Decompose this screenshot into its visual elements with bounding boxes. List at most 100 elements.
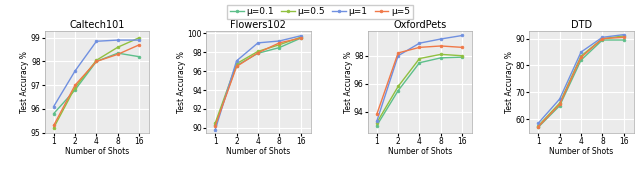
μ=1 [233,60,241,62]
μ=0.1 [254,52,262,54]
X-axis label: Number of Shots: Number of Shots [549,147,614,156]
μ=0.5 [135,37,143,39]
μ=0.5 [458,55,466,57]
μ=5 [71,84,79,86]
μ=0.1 [373,125,381,127]
Line: μ=1: μ=1 [52,39,141,108]
μ=1 [135,39,143,41]
μ=0.1 [114,52,122,54]
μ=5 [373,113,381,115]
μ=0.5 [577,55,585,57]
Y-axis label: Test Accuracy %: Test Accuracy % [20,51,29,113]
μ=1 [577,51,585,53]
μ=0.1 [577,59,585,61]
μ=0.1 [275,47,283,49]
Line: μ=1: μ=1 [375,34,463,123]
μ=5 [233,65,241,67]
μ=1 [71,70,79,72]
μ=0.5 [297,36,305,38]
μ=1 [620,34,628,36]
μ=1 [275,40,283,42]
μ=1 [211,129,219,131]
μ=0.1 [556,105,563,107]
μ=5 [620,36,628,38]
μ=0.1 [135,56,143,58]
μ=0.5 [620,35,628,37]
μ=0.5 [275,44,283,46]
μ=5 [114,53,122,55]
μ=0.1 [598,39,606,41]
μ=0.1 [297,37,305,39]
X-axis label: Number of Shots: Number of Shots [227,147,291,156]
μ=1 [556,98,563,100]
X-axis label: Number of Shots: Number of Shots [65,147,129,156]
μ=0.5 [373,122,381,124]
μ=5 [598,38,606,40]
Line: μ=5: μ=5 [214,37,302,127]
μ=5 [394,52,402,54]
Line: μ=5: μ=5 [52,44,141,127]
μ=0.1 [437,57,445,59]
Y-axis label: Test Accuracy %: Test Accuracy % [344,51,353,113]
μ=0.5 [415,57,423,59]
μ=1 [373,120,381,122]
Y-axis label: Test Accuracy %: Test Accuracy % [177,51,186,113]
μ=5 [577,56,585,58]
μ=0.1 [211,124,219,126]
μ=5 [458,46,466,48]
μ=0.5 [598,38,606,40]
μ=1 [394,55,402,57]
μ=0.5 [556,102,563,104]
μ=0.5 [71,87,79,89]
μ=0.5 [233,63,241,65]
Y-axis label: Test Accuracy %: Test Accuracy % [505,51,514,113]
μ=0.1 [534,126,542,128]
μ=0.5 [254,50,262,52]
μ=5 [556,103,563,105]
μ=1 [415,42,423,44]
μ=5 [93,60,100,62]
Line: μ=0.5: μ=0.5 [537,35,625,127]
μ=1 [598,36,606,38]
μ=1 [50,106,58,108]
μ=0.1 [233,65,241,67]
μ=0.5 [114,46,122,48]
Line: μ=5: μ=5 [375,45,463,116]
μ=0.5 [93,59,100,61]
μ=0.5 [211,122,219,124]
Line: μ=0.5: μ=0.5 [375,53,463,124]
μ=0.1 [415,62,423,64]
Line: μ=0.5: μ=0.5 [52,36,141,129]
μ=0.5 [534,125,542,127]
Line: μ=0.1: μ=0.1 [52,52,141,115]
μ=5 [534,126,542,128]
μ=5 [415,46,423,48]
μ=5 [437,45,445,47]
X-axis label: Number of Shots: Number of Shots [388,147,452,156]
μ=0.1 [71,89,79,91]
μ=5 [297,37,305,39]
Title: Caltech101: Caltech101 [69,20,125,30]
μ=5 [135,44,143,46]
Title: OxfordPets: OxfordPets [394,20,447,30]
Title: DTD: DTD [571,20,592,30]
Legend: μ=0.1, μ=0.5, μ=1, μ=5: μ=0.1, μ=0.5, μ=1, μ=5 [227,5,413,19]
μ=5 [275,42,283,44]
Line: μ=1: μ=1 [537,33,625,125]
μ=0.1 [394,90,402,92]
Line: μ=5: μ=5 [537,36,625,128]
Line: μ=0.1: μ=0.1 [214,37,302,126]
Line: μ=0.1: μ=0.1 [375,56,463,127]
Line: μ=0.5: μ=0.5 [214,36,302,125]
Title: Flowers102: Flowers102 [230,20,286,30]
μ=0.1 [458,56,466,58]
μ=1 [93,40,100,42]
μ=1 [534,122,542,124]
μ=5 [211,125,219,127]
μ=1 [114,39,122,41]
μ=0.1 [93,60,100,62]
Line: μ=0.1: μ=0.1 [537,39,625,129]
μ=5 [50,124,58,126]
μ=0.5 [50,127,58,129]
μ=5 [254,52,262,54]
